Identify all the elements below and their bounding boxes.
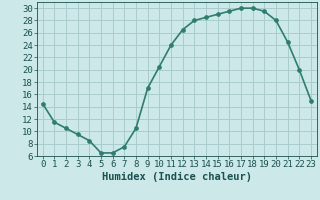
X-axis label: Humidex (Indice chaleur): Humidex (Indice chaleur) [102, 172, 252, 182]
